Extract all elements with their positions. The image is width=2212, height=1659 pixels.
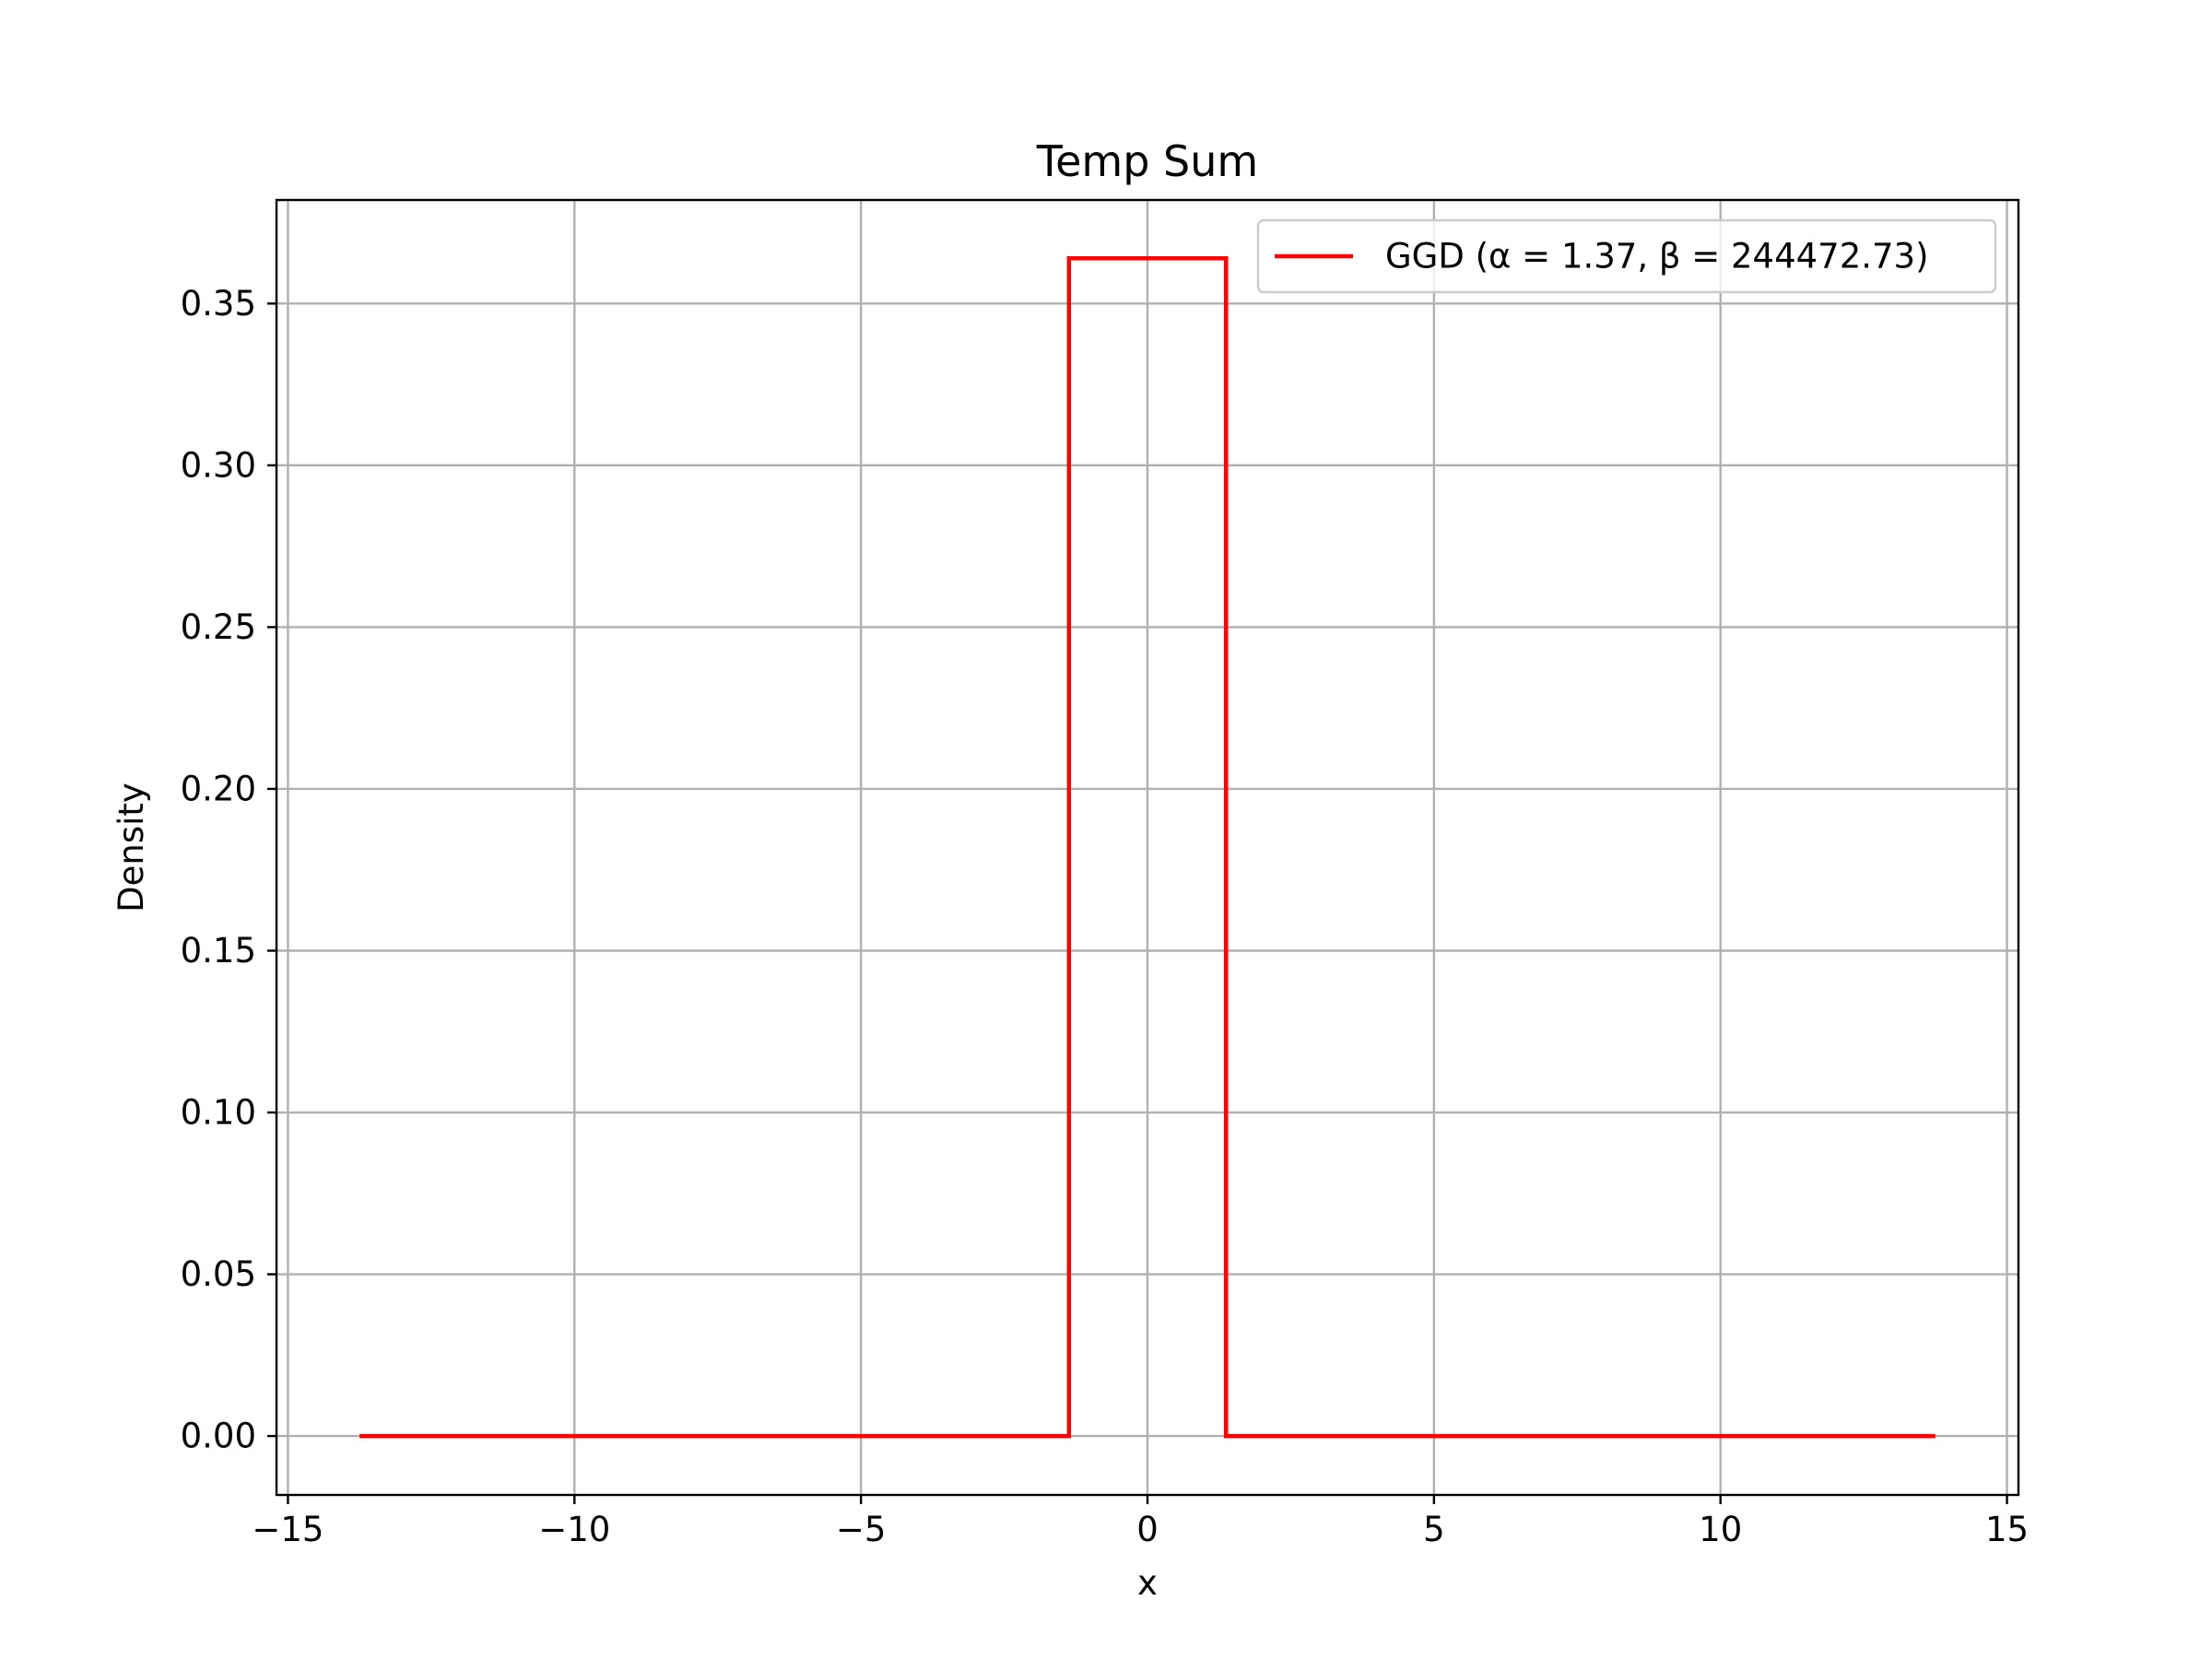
series-line — [359, 255, 1936, 1439]
x-tick-label: 15 — [1985, 1510, 2029, 1549]
x-tick-label: 5 — [1423, 1510, 1445, 1549]
series-layer — [359, 255, 1936, 1439]
chart-title: Temp Sum — [1036, 136, 1258, 186]
y-tick-label: 0.15 — [181, 931, 256, 971]
axis-ticks: −15 −10 −5 0 5 10 15 0.00 0.05 0.10 0.15 0.20 0.25 0.… — [181, 284, 2030, 1549]
x-tick-label: 10 — [1699, 1510, 1742, 1549]
y-tick-label: 0.35 — [181, 284, 256, 324]
legend-label: GGD (α = 1.37, β = 244472.73) — [1385, 237, 1929, 276]
y-tick-label: 0.25 — [181, 607, 256, 647]
grid-lines — [276, 200, 2018, 1495]
x-tick-label: −15 — [252, 1510, 324, 1549]
x-tick-label: −10 — [538, 1510, 610, 1549]
legend-box — [1256, 218, 1997, 294]
y-tick-label: 0.10 — [181, 1093, 256, 1133]
y-tick-label: 0.20 — [181, 769, 256, 808]
legend: GGD (α = 1.37, β = 244472.73) — [1256, 218, 1997, 294]
x-tick-label: −5 — [836, 1510, 887, 1549]
x-axis-label: x — [1137, 1563, 1158, 1603]
x-tick-label: 0 — [1136, 1510, 1159, 1549]
y-axis-label: Density — [112, 782, 151, 912]
y-tick-label: 0.00 — [181, 1417, 256, 1456]
y-tick-label: 0.30 — [181, 445, 256, 485]
y-tick-label: 0.05 — [181, 1254, 256, 1294]
